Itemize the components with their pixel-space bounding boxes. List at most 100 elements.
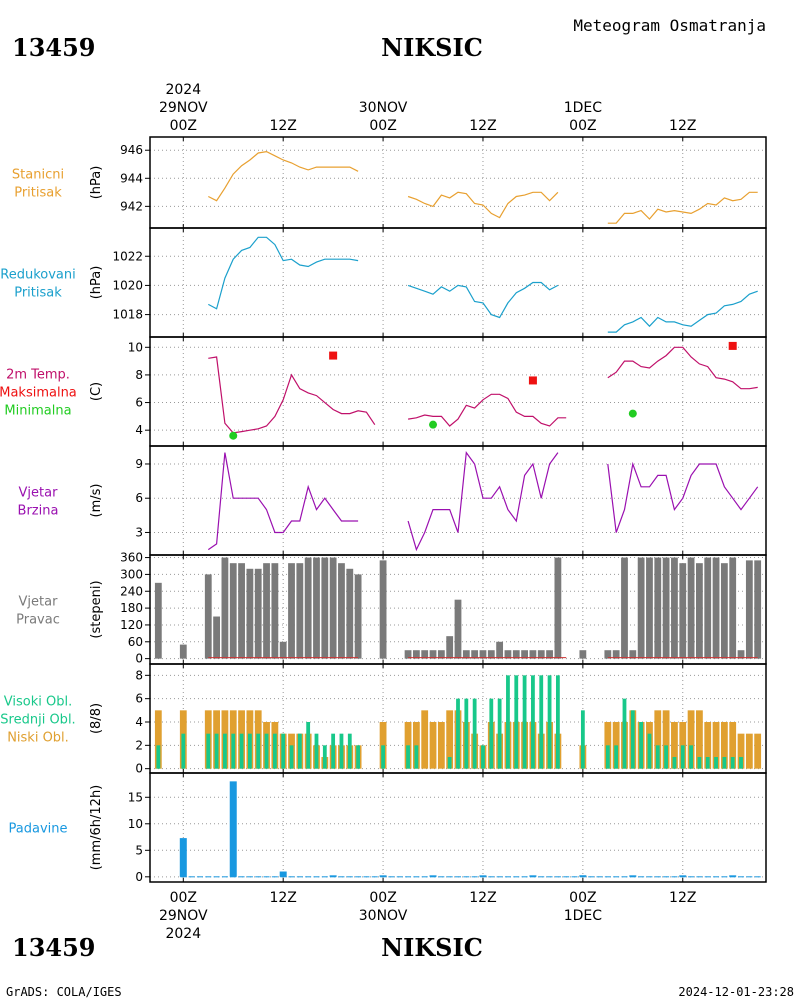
cloud-high-bar (514, 675, 519, 769)
tmax-marker (528, 376, 537, 385)
cloud-high-bar (447, 757, 452, 769)
panel-label: Padavine (9, 822, 68, 837)
wind-dir-bar (338, 563, 345, 659)
y-tick-label: 8 (135, 668, 143, 682)
meteogram-title: Meteogram Osmatranja (573, 16, 766, 35)
wind-dir-bar (437, 650, 445, 659)
y-tick-label: 944 (120, 171, 143, 185)
cloud-high-bar (464, 698, 469, 769)
y-tick-label: 1022 (112, 249, 143, 263)
cloud-high-bar (272, 733, 277, 769)
series-line (407, 450, 559, 552)
cloud-high-bar (697, 757, 702, 769)
wind-dir-bar (454, 599, 462, 659)
cloud-low-bar (654, 710, 662, 769)
y-tick-label: 120 (120, 618, 143, 632)
wind-dir-bar (679, 563, 687, 659)
cloud-low-bar (737, 733, 745, 769)
x-label-bottom: 12Z (269, 890, 296, 906)
wind-dir-bar (621, 557, 628, 659)
wind-dir-bar (687, 557, 695, 659)
date-label-bottom: 1DEC (564, 908, 603, 924)
panel-label: Pritisak (14, 186, 62, 201)
cloud-high-bar (289, 745, 294, 769)
series-line (607, 290, 758, 333)
cloud-low-bar (446, 710, 454, 769)
tmin-marker (229, 431, 238, 440)
time-axis-bottom: 00Z 29NOV 2024 12Z 00Z 30NOV 12Z 00Z 1DEC 12Z (159, 890, 696, 942)
cloud-low-bar (754, 733, 762, 769)
y-axis-label: (hPa) (89, 266, 104, 300)
wind-dir-bar (712, 557, 720, 659)
wind-dir-bar (546, 650, 553, 659)
tmax-marker (329, 351, 338, 360)
x-label-top: 12Z (269, 118, 296, 134)
cloud-high-bar (730, 757, 735, 769)
date-label-top: 1DEC (564, 100, 603, 116)
y-tick-label: 0 (135, 870, 143, 884)
wind-dir-bar (521, 650, 528, 659)
y-tick-label: 2 (135, 738, 143, 752)
cloud-high-bar (206, 733, 211, 769)
y-tick-label: 5 (135, 843, 143, 857)
cloud-low-bar (696, 710, 703, 769)
y-axis-label: (stepeni) (89, 580, 104, 638)
wind-dir-bar (629, 650, 637, 659)
panel-label: Vjetar (19, 486, 59, 501)
wind-dir-bar (263, 563, 270, 659)
cloud-high-bar (680, 745, 685, 769)
cloud-high-bar (306, 722, 311, 769)
series-line (607, 346, 758, 390)
precip-bar (479, 875, 487, 877)
cloud-high-bar (472, 698, 477, 769)
cloud-high-bar (722, 757, 727, 769)
series-line (408, 393, 567, 427)
precip-bar (179, 838, 187, 877)
cloud-high-bar (647, 733, 652, 769)
y-tick-label: 4 (135, 715, 143, 729)
cloud-high-bar (622, 698, 627, 769)
wind-dir-bar (404, 650, 412, 659)
series-line (208, 236, 359, 310)
date-label-top: 30NOV (359, 100, 408, 116)
credit-text: GrADS: COLA/IGES (6, 985, 122, 999)
panel-label: Brzina (18, 504, 59, 519)
cloud-low-bar (429, 722, 437, 769)
cloud-high-bar (531, 675, 535, 769)
series-line (607, 191, 758, 224)
date-label-bottom: 29NOV (159, 908, 208, 924)
wind-dir-bar (271, 563, 279, 659)
wind-dir-bar (313, 557, 320, 659)
cloud-low-bar (745, 733, 753, 769)
cloud-high-bar (555, 675, 560, 769)
precip-bar (379, 875, 387, 877)
cloud-low-bar (154, 710, 162, 769)
cloud-high-bar (739, 757, 743, 769)
cloud-high-bar (506, 675, 510, 769)
panel-label: Redukovani (0, 268, 75, 283)
cloud-high-bar (456, 698, 460, 769)
cloud-low-bar (729, 722, 737, 769)
wind-dir-bar (221, 557, 229, 659)
x-label-top: 12Z (669, 118, 696, 134)
cloud-high-bar (231, 733, 236, 769)
panel-frame (149, 336, 767, 447)
station-name-top: NIKSIC (381, 33, 483, 62)
panel-sea_level_pressure: 1018 1020 1022 (hPa) Redukovani Pritisak (0, 227, 767, 338)
panel-wind_direction: 0 60 120 180 240 300 360 (stepeni) Vjetar Pravac (16, 551, 767, 666)
cloud-low-bar (720, 722, 728, 769)
panel-label: Srednji Obl. (0, 713, 75, 728)
wind-dir-bar (637, 557, 645, 659)
x-label-top: 12Z (469, 118, 496, 134)
wind-dir-bar (229, 563, 237, 659)
precip-bar (579, 875, 587, 877)
wind-dir-bar (446, 636, 454, 659)
cloud-high-bar (339, 733, 344, 769)
series-line (407, 191, 559, 219)
cloud-high-bar (156, 745, 161, 769)
wind-dir-bar (554, 557, 562, 659)
cloud-high-bar (247, 733, 252, 769)
wind-dir-bar (704, 557, 712, 659)
wind-dir-bar (754, 560, 762, 659)
panel-label: Pritisak (14, 286, 62, 301)
